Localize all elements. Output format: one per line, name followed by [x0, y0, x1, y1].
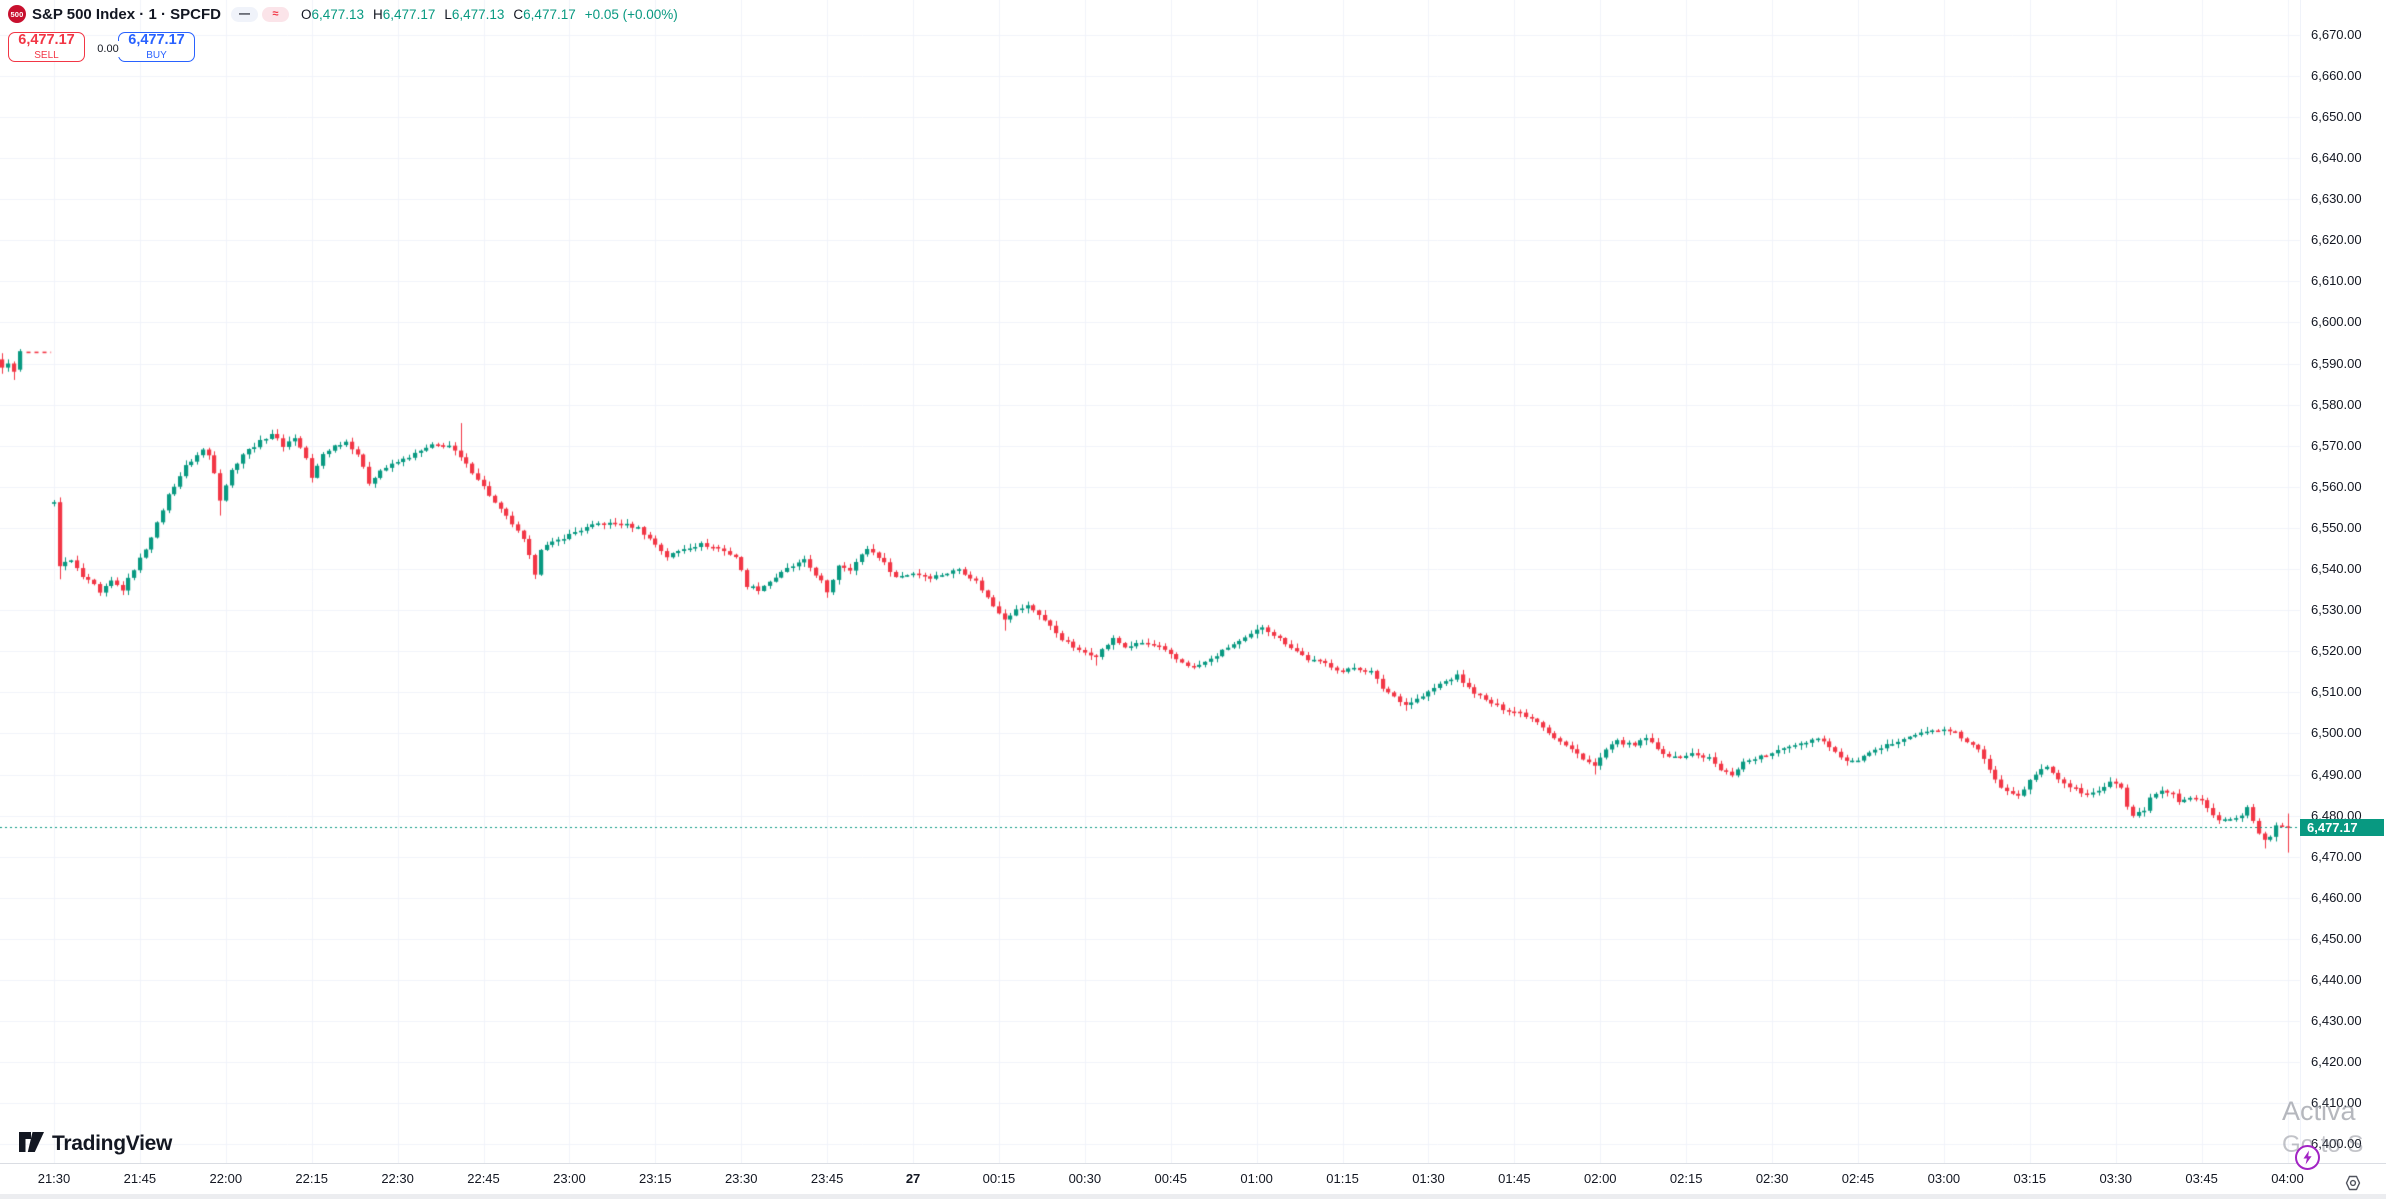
low-value: 6,477.13 [451, 6, 505, 22]
price-tick-label: 6,460.00 [2311, 889, 2362, 905]
time-tick-label: 23:45 [810, 1171, 844, 1186]
time-tick-label: 03:30 [2099, 1171, 2132, 1186]
time-tick-label: 01:00 [1240, 1171, 1273, 1186]
time-tick-label: 03:15 [2013, 1171, 2047, 1186]
ohlc-readout: O 6,477.13 H 6,477.17 L 6,477.13 C 6,477… [301, 7, 678, 22]
time-tick-label: 02:30 [1755, 1171, 1789, 1186]
last-price-label: 6,477.17 [2300, 818, 2384, 836]
price-tick-label: 6,440.00 [2311, 972, 2362, 987]
minimized-toolbar-icon[interactable]: — [230, 6, 258, 22]
sp500-logo-badge: 500 [8, 5, 26, 23]
tradingview-logo-text: TradingView [52, 1131, 173, 1155]
price-tick-label: 6,520.00 [2311, 643, 2362, 659]
time-tick-label: 23:00 [553, 1171, 586, 1186]
price-tick-label: 6,670.00 [2311, 26, 2362, 42]
high-label: H [373, 6, 383, 22]
price-tick-label: 6,580.00 [2311, 396, 2362, 412]
price-tick-label: 6,550.00 [2311, 519, 2362, 535]
time-tick-label: 23:30 [724, 1171, 758, 1186]
price-tick-label: 6,420.00 [2311, 1054, 2362, 1070]
price-tick-label: 6,470.00 [2311, 848, 2362, 864]
buy-price: 6,477.17 [128, 32, 185, 49]
price-tick-label: 6,450.00 [2311, 930, 2362, 946]
price-tick-label: 6,650.00 [2311, 108, 2362, 124]
price-tick-label: 6,530.00 [2311, 602, 2362, 618]
time-tick-label: 04:00 [2271, 1171, 2304, 1186]
time-tick-label: 02:15 [1669, 1171, 1703, 1186]
time-tick-label: 22:00 [209, 1171, 243, 1186]
price-tick-label: 6,620.00 [2311, 232, 2362, 248]
sell-label: SELL [34, 49, 59, 61]
time-tick-label: 22:30 [381, 1171, 414, 1186]
spread-value: 0.00 [96, 41, 120, 57]
time-tick-label: 22:45 [467, 1171, 500, 1186]
price-tick-label: 6,500.00 [2311, 725, 2362, 741]
time-tick-label: 01:45 [1498, 1171, 1531, 1186]
boost-button[interactable] [2294, 1144, 2321, 1171]
tradingview-logo-icon [19, 1132, 44, 1152]
bottom-edge-strip [0, 1194, 2386, 1199]
time-tick-label: 00:15 [982, 1171, 1016, 1186]
time-tick-label: 03:45 [2185, 1171, 2218, 1186]
time-tick-label: 03:00 [1927, 1171, 1961, 1186]
scale-settings-button[interactable] [2344, 1174, 2362, 1192]
lightning-icon [2295, 1145, 2320, 1170]
time-tick-label: 01:15 [1326, 1171, 1359, 1186]
close-value: 6,477.17 [523, 6, 576, 22]
trade-buttons-row: 6,477.17 SELL 6,477.17 BUY [8, 32, 195, 62]
time-tick-label: 21:45 [123, 1171, 157, 1186]
close-label: C [513, 6, 524, 22]
price-tick-label: 6,400.00 [2311, 1136, 2362, 1152]
time-tick-label: 02:45 [1841, 1171, 1875, 1186]
price-axis[interactable]: 6,400.00 6,410.00 6,420.00 6,430.00 6,440.00… [2300, 0, 2386, 1163]
sell-button[interactable]: 6,477.17 SELL [8, 32, 85, 62]
time-tick-label: 22:15 [295, 1171, 328, 1186]
time-tick-label: 00:45 [1154, 1171, 1188, 1186]
time-tick-label: 23:15 [639, 1171, 672, 1186]
buy-label: BUY [146, 49, 167, 61]
price-tick-label: 6,570.00 [2311, 437, 2362, 453]
low-label: L [444, 6, 452, 22]
price-tick-label: 6,430.00 [2311, 1013, 2362, 1029]
price-tick-label: 6,610.00 [2311, 273, 2362, 289]
price-tick-label: 6,660.00 [2311, 67, 2362, 83]
price-tick-label: 6,560.00 [2311, 478, 2362, 494]
time-axis[interactable]: 21:30 21:45 22:00 22:15 22:30 22:45 23:00 23:15… [0, 1163, 2386, 1195]
scale-settings-icon [2345, 1175, 2361, 1191]
sell-price: 6,477.17 [18, 32, 75, 49]
price-tick-label: 6,410.00 [2311, 1095, 2362, 1111]
high-value: 6,477.17 [382, 6, 436, 22]
symbol-title[interactable]: S&P 500 Index · 1 · SPCFD [32, 5, 221, 23]
time-tick-label: 01:30 [1412, 1171, 1445, 1186]
price-tick-label: 6,600.00 [2311, 314, 2362, 330]
approx-price-icon[interactable]: ≈ [261, 6, 289, 22]
price-tick-label: 6,490.00 [2311, 766, 2362, 782]
buy-button[interactable]: 6,477.17 BUY [118, 32, 195, 62]
open-value: 6,477.13 [311, 6, 365, 22]
change-value: +0.05 (+0.00%) [584, 6, 678, 22]
time-tick-label: 21:30 [37, 1171, 71, 1186]
time-tick-label: 00:30 [1068, 1171, 1102, 1186]
symbol-row: 500 S&P 500 Index · 1 · SPCFD — ≈ O 6,47… [8, 4, 678, 24]
tradingview-logo[interactable]: TradingView [18, 1131, 172, 1156]
price-tick-label: 6,640.00 [2311, 150, 2362, 165]
time-tick-label: 27 [905, 1171, 921, 1186]
open-label: O [300, 6, 312, 22]
price-tick-label: 6,630.00 [2311, 191, 2362, 207]
price-tick-label: 6,540.00 [2311, 561, 2362, 576]
price-tick-label: 6,590.00 [2311, 355, 2362, 371]
time-tick-label: 02:00 [1584, 1171, 1617, 1186]
price-tick-label: 6,510.00 [2311, 684, 2362, 700]
